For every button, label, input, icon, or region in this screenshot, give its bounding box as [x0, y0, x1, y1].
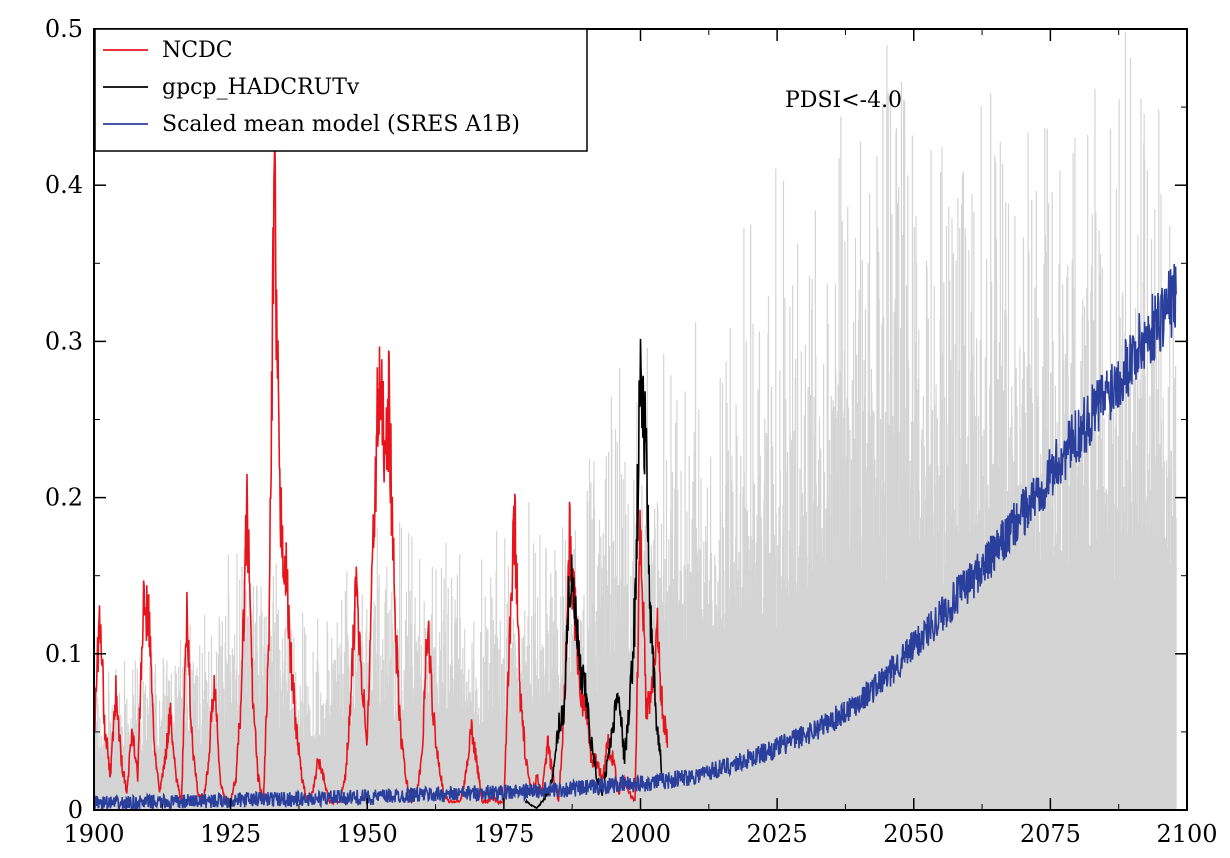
legend-box	[94, 28, 588, 152]
x-tick-label: 2025	[747, 820, 808, 848]
y-tick-label: 0.5	[45, 15, 83, 43]
model-spread-spikes	[94, 31, 1177, 810]
x-tick-label: 2100	[1156, 820, 1217, 848]
legend-label: NCDC	[162, 38, 233, 63]
y-tick-label: 0.2	[45, 484, 83, 512]
x-tick-label: 1975	[473, 820, 534, 848]
model-spread-band	[94, 31, 1177, 810]
series-group	[94, 137, 1177, 810]
annotation-label: PDSI<-4.0	[785, 88, 902, 113]
legend: NCDC gpcp_HADCRUTv Scaled mean model (SRES…	[94, 28, 588, 152]
series-line-scaled-mean-model-sres-a1b	[94, 263, 1177, 810]
x-tick-label: 2050	[883, 820, 944, 848]
series-line-ncdc	[94, 137, 669, 806]
x-tick-label: 2075	[1020, 820, 1081, 848]
y-tick-label: 0.4	[45, 171, 83, 199]
x-axis: 1900 1925 1950 1975 2000 2025 2050 2075 2100	[63, 29, 1218, 848]
y-axis: 0 0.1 0.2 0.3 0.4 0.5	[45, 15, 1187, 824]
x-tick-label: 1900	[63, 820, 124, 848]
y-tick-label: 0.3	[45, 327, 83, 355]
y-tick-label: 0.1	[45, 640, 83, 668]
legend-label: Scaled mean model (SRES A1B)	[162, 112, 520, 137]
x-tick-label: 1950	[337, 820, 398, 848]
x-tick-label: 1925	[200, 820, 261, 848]
legend-label: gpcp_HADCRUTv	[162, 75, 360, 100]
x-tick-label: 2000	[610, 820, 671, 848]
y-tick-label: 0	[68, 796, 83, 824]
